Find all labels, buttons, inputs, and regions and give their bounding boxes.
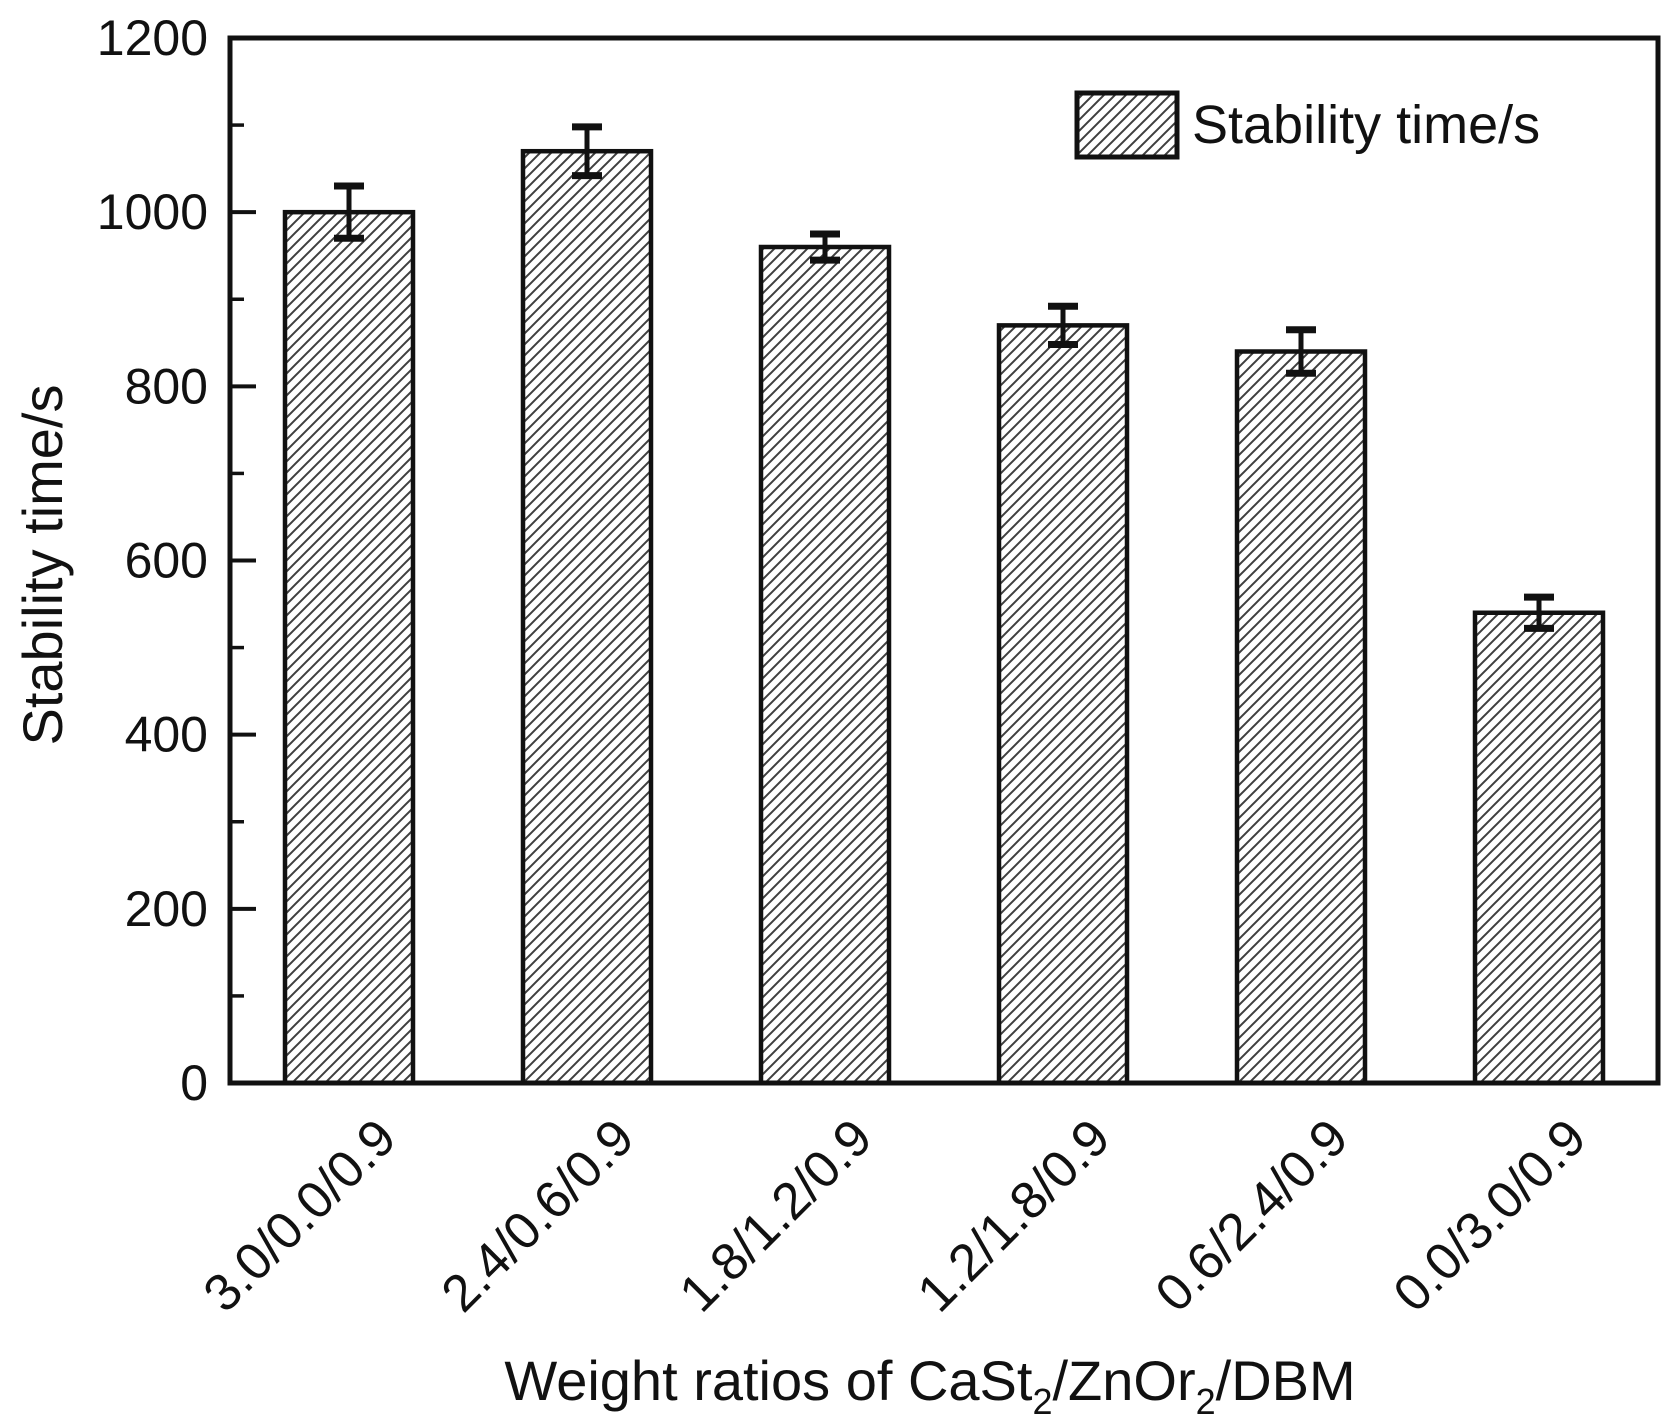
x-axis-title: Weight ratios of CaSt2/ZnOr2/DBM	[504, 1349, 1355, 1422]
x-axis-title-text: /DBM	[1216, 1349, 1356, 1412]
x-tick-label: 0.0/3.0/0.9	[1383, 1108, 1598, 1323]
x-axis-title-text: Weight ratios of CaSt	[504, 1349, 1033, 1412]
bar	[282, 209, 416, 1086]
plot-frame	[227, 35, 1661, 1086]
legend-label: Stability time/s	[1192, 95, 1540, 155]
bar	[996, 323, 1130, 1086]
x-axis-title-subscript: 2	[1196, 1381, 1216, 1422]
x-tick-label: 1.2/1.8/0.9	[907, 1108, 1122, 1323]
y-axis-title: Stability time/s	[11, 385, 74, 746]
bars-layer	[282, 148, 1606, 1086]
bar	[520, 148, 654, 1086]
y-tick-label: 0	[180, 1055, 208, 1111]
x-tick-label: 0.6/2.4/0.9	[1145, 1108, 1360, 1323]
legend-swatch	[1074, 90, 1180, 160]
bar	[1472, 610, 1606, 1086]
y-tick-label: 1200	[97, 10, 208, 66]
x-axis-title-text: /ZnOr	[1052, 1349, 1195, 1412]
x-tick-label: 2.4/0.6/0.9	[431, 1108, 646, 1323]
x-axis-title-subscript: 2	[1032, 1381, 1052, 1422]
y-tick-label: 1000	[97, 184, 208, 240]
y-tick-label: 200	[125, 881, 208, 937]
error-bars-layer	[334, 123, 1554, 632]
ticks-layer	[230, 36, 256, 1085]
bar	[758, 244, 892, 1086]
x-tick-label: 3.0/0.0/0.9	[193, 1108, 408, 1323]
legend: Stability time/s	[1074, 90, 1540, 160]
y-tick-label: 400	[125, 707, 208, 763]
x-tick-label: 1.8/1.2/0.9	[669, 1108, 884, 1323]
y-tick-label: 800	[125, 358, 208, 414]
bar	[1234, 349, 1368, 1086]
y-tick-label: 600	[125, 533, 208, 589]
